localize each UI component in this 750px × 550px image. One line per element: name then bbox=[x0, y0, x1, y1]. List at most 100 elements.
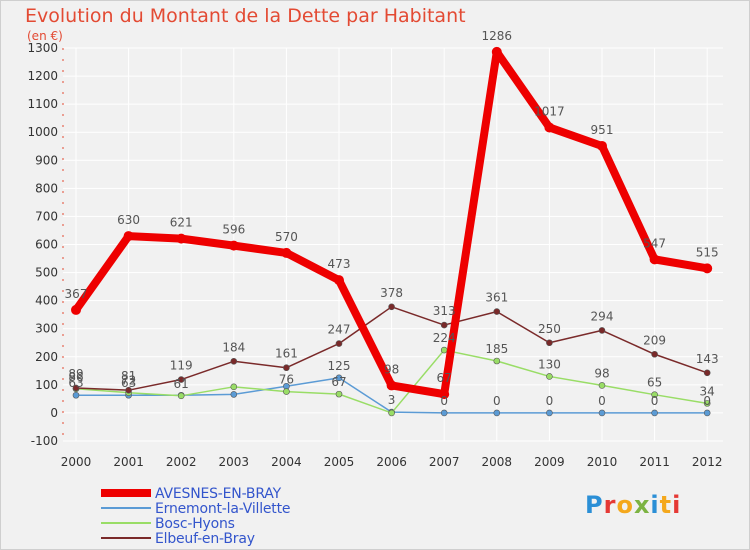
logo-letter: i bbox=[672, 491, 682, 519]
data-point bbox=[598, 409, 606, 417]
data-label: 247 bbox=[328, 323, 351, 337]
data-point bbox=[544, 122, 555, 133]
data-label: 250 bbox=[538, 322, 561, 336]
data-point bbox=[281, 247, 292, 258]
data-point bbox=[440, 321, 448, 329]
x-tick-label: 2011 bbox=[639, 455, 670, 469]
data-point bbox=[335, 374, 343, 382]
legend-swatch bbox=[101, 537, 151, 539]
data-point bbox=[440, 409, 448, 417]
data-label: 98 bbox=[594, 366, 609, 380]
y-tick-label: -100 bbox=[31, 434, 58, 448]
data-label: 473 bbox=[328, 257, 351, 271]
data-label: 130 bbox=[538, 357, 561, 371]
data-label: 547 bbox=[643, 236, 666, 250]
data-point bbox=[493, 409, 501, 417]
unit-label: (en €) bbox=[27, 29, 63, 43]
data-point bbox=[546, 409, 553, 417]
data-point bbox=[702, 263, 713, 274]
data-label: 61 bbox=[174, 377, 189, 391]
logo-letter: x bbox=[633, 491, 651, 519]
x-tick-label: 2001 bbox=[113, 455, 144, 469]
data-point bbox=[651, 350, 658, 358]
data-point bbox=[177, 392, 185, 400]
x-tick-label: 2006 bbox=[376, 455, 407, 469]
data-point bbox=[546, 339, 553, 347]
data-label: 143 bbox=[696, 352, 719, 366]
data-label: 161 bbox=[275, 347, 298, 361]
data-label: 1286 bbox=[482, 29, 513, 43]
legend-label: Bosc-Hyons bbox=[155, 515, 235, 532]
x-tick-label: 2007 bbox=[429, 455, 460, 469]
y-tick-label: 700 bbox=[35, 209, 58, 223]
x-tick-label: 2000 bbox=[61, 455, 92, 469]
data-point bbox=[703, 409, 711, 417]
data-point bbox=[388, 303, 395, 311]
y-tick-label: 900 bbox=[35, 153, 58, 167]
data-point bbox=[597, 140, 607, 151]
y-tick-label: 800 bbox=[35, 181, 58, 195]
data-label: 63 bbox=[68, 376, 83, 390]
x-tick-label: 2005 bbox=[324, 455, 355, 469]
data-label: 224 bbox=[433, 331, 456, 345]
x-tick-label: 2003 bbox=[219, 455, 250, 469]
data-point bbox=[703, 369, 711, 377]
legend-item-avesnes: AVESNES-EN-BRAY bbox=[101, 485, 290, 502]
legend-label: Ernemont-la-Villette bbox=[155, 500, 291, 517]
logo-letter: i bbox=[650, 491, 660, 519]
y-tick-label: 300 bbox=[35, 322, 58, 336]
legend-swatch bbox=[101, 489, 151, 497]
data-label: 570 bbox=[275, 230, 298, 244]
data-point bbox=[177, 376, 185, 383]
data-label: 86 bbox=[68, 370, 83, 384]
data-label: 294 bbox=[591, 309, 614, 323]
data-point bbox=[388, 409, 395, 417]
data-point bbox=[546, 373, 553, 380]
data-label: 367 bbox=[65, 287, 88, 301]
data-point bbox=[335, 340, 343, 347]
legend-item-ernemont: Ernemont-la-Villette bbox=[101, 500, 291, 517]
x-tick-label: 2012 bbox=[692, 455, 723, 469]
data-label: 515 bbox=[696, 245, 719, 259]
data-point bbox=[651, 409, 658, 417]
data-point bbox=[230, 357, 238, 365]
data-label: 209 bbox=[643, 333, 666, 347]
y-tick-label: 0 bbox=[50, 406, 58, 420]
y-tick-label: 500 bbox=[35, 266, 58, 280]
data-label: 76 bbox=[279, 373, 294, 387]
data-label: 0 bbox=[440, 394, 448, 408]
data-label: 596 bbox=[222, 223, 245, 237]
legend-item-bosc-hyons: Bosc-Hyons bbox=[101, 515, 290, 532]
x-tick-label: 2008 bbox=[482, 455, 513, 469]
y-tick-label: 1200 bbox=[27, 69, 58, 83]
data-label: 89 bbox=[68, 367, 83, 381]
data-label: 184 bbox=[222, 340, 245, 354]
data-label: 81 bbox=[121, 369, 136, 383]
data-label: 0 bbox=[651, 394, 659, 408]
logo-letter: o bbox=[616, 491, 634, 519]
data-point bbox=[493, 308, 501, 315]
legend-swatch bbox=[101, 522, 151, 524]
data-label: 378 bbox=[380, 286, 403, 300]
legend-swatch bbox=[101, 507, 151, 509]
data-label: 72 bbox=[121, 374, 136, 388]
data-label: 0 bbox=[703, 394, 711, 408]
y-tick-label: 100 bbox=[35, 378, 58, 392]
data-label: 313 bbox=[433, 304, 456, 318]
x-tick-label: 2009 bbox=[534, 455, 565, 469]
data-point bbox=[335, 390, 343, 398]
legend-item-elbeuf: Elbeuf-en-Bray bbox=[101, 530, 290, 547]
data-label: 0 bbox=[493, 394, 501, 408]
y-tick-label: 200 bbox=[35, 350, 58, 364]
data-point bbox=[230, 383, 238, 391]
data-label: 119 bbox=[170, 359, 193, 373]
data-point bbox=[176, 233, 187, 244]
data-point bbox=[72, 391, 80, 399]
data-label: 63 bbox=[121, 376, 136, 390]
legend-label: AVESNES-EN-BRAY bbox=[155, 485, 281, 502]
data-point bbox=[283, 388, 290, 395]
legend-label: Elbeuf-en-Bray bbox=[155, 530, 255, 547]
y-tick-label: 600 bbox=[35, 238, 58, 252]
